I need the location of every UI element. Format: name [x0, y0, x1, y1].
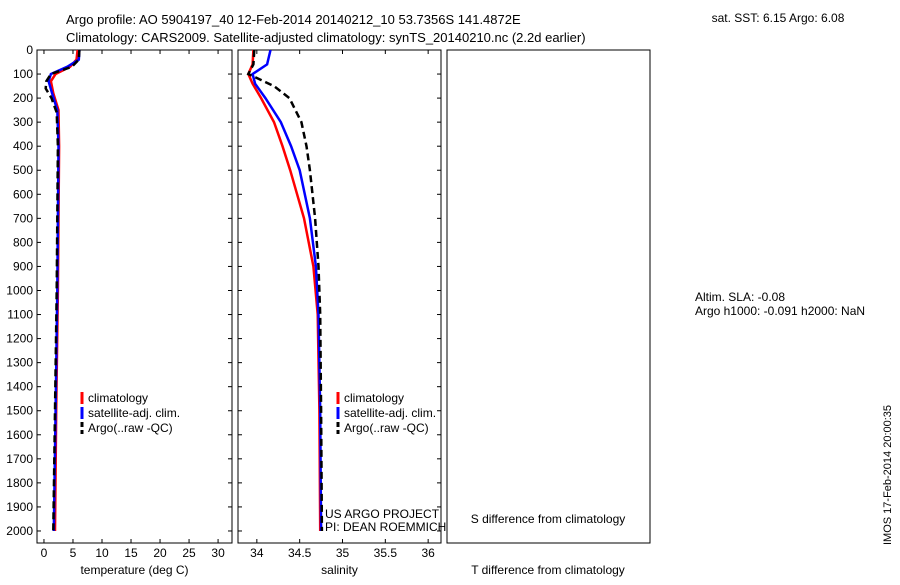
axes-box [237, 49, 442, 544]
credit-text: IMOS 17-Feb-2014 20:00:35 [882, 405, 894, 545]
y-tick-label: 200 [13, 91, 33, 105]
x-tick-label: 35 [336, 546, 350, 560]
y-tick-label: 800 [13, 235, 33, 249]
y-tick-label: 1800 [6, 476, 33, 490]
y-tick-label: 1100 [7, 308, 33, 322]
x-axis-label: temperature (deg C) [80, 563, 188, 577]
t-difference-axis-label: T difference from climatology [471, 563, 625, 577]
sst-map-title: sat. SST: 6.15 Argo: 6.08 [712, 11, 845, 25]
x-tick-label: 30 [211, 546, 225, 560]
series-line-argo-raw-qc- [246, 49, 324, 532]
panel-temperature: 0100200300400500600700800900100011001200… [6, 43, 233, 577]
plots-group: 0100200300400500600700800900100011001200… [6, 43, 651, 577]
x-tick-label: 20 [153, 546, 167, 560]
x-tick-label: 34 [250, 546, 264, 560]
y-tick-label: 300 [13, 115, 33, 129]
x-tick-label: 36 [421, 546, 435, 560]
y-tick-label: 400 [13, 139, 33, 153]
series-line-satellite-adj-clim- [251, 49, 323, 532]
legend-label: Argo(..raw -QC) [88, 421, 173, 435]
legend-label: climatology [344, 391, 404, 405]
y-tick-label: 1300 [6, 356, 33, 370]
y-tick-label: 1700 [6, 452, 33, 466]
y-tick-label: 1500 [6, 404, 33, 418]
y-tick-label: 100 [13, 67, 33, 81]
series-line-satellite-adj-clim- [47, 49, 81, 532]
y-tick-label: 1600 [6, 428, 33, 442]
y-tick-label: 600 [13, 187, 33, 201]
x-tick-label: 34.5 [288, 546, 312, 560]
project-line-1: US ARGO PROJECT [325, 507, 440, 521]
y-tick-label: 0 [26, 43, 33, 57]
axes-box [446, 49, 651, 544]
axes-box [36, 49, 233, 544]
title-line-2: Climatology: CARS2009. Satellite-adjuste… [66, 30, 586, 45]
y-tick-label: 1200 [6, 332, 33, 346]
legend-label: climatology [88, 391, 148, 405]
s-difference-axis-label: S difference from climatology [471, 512, 626, 526]
legend-label: satellite-adj. clim. [88, 406, 180, 420]
x-tick-label: 15 [124, 546, 138, 560]
y-tick-label: 1400 [6, 380, 33, 394]
x-tick-label: 35.5 [374, 546, 398, 560]
y-tick-label: 2000 [6, 524, 33, 538]
y-tick-label: 900 [13, 259, 33, 273]
series-line-argo-raw-qc- [44, 49, 81, 532]
y-tick-label: 1900 [6, 500, 33, 514]
x-axis-label: salinity [321, 563, 358, 577]
sla-map-title-line-2: Argo h1000: -0.091 h2000: NaN [695, 304, 865, 318]
project-line-2: PI: DEAN ROEMMICH [325, 520, 446, 534]
panel-difference [446, 49, 651, 544]
y-tick-label: 700 [13, 211, 33, 225]
legend-label: Argo(..raw -QC) [344, 421, 429, 435]
series-line-climatology [246, 49, 322, 532]
x-tick-label: 25 [182, 546, 196, 560]
y-tick-label: 1000 [6, 283, 33, 297]
legend-label: satellite-adj. clim. [344, 406, 436, 420]
y-tick-label: 500 [13, 163, 33, 177]
title-line-1: Argo profile: AO 5904197_40 12-Feb-2014 … [66, 12, 521, 27]
panel-salinity: 34 34.5 35 35.5 36 salinity climatologysatelli… [237, 49, 442, 577]
x-tick-label: 10 [95, 546, 109, 560]
x-tick-label: 0 [41, 546, 48, 560]
x-tick-label: 5 [70, 546, 77, 560]
sla-map-title-line-1: Altim. SLA: -0.08 [695, 290, 785, 304]
